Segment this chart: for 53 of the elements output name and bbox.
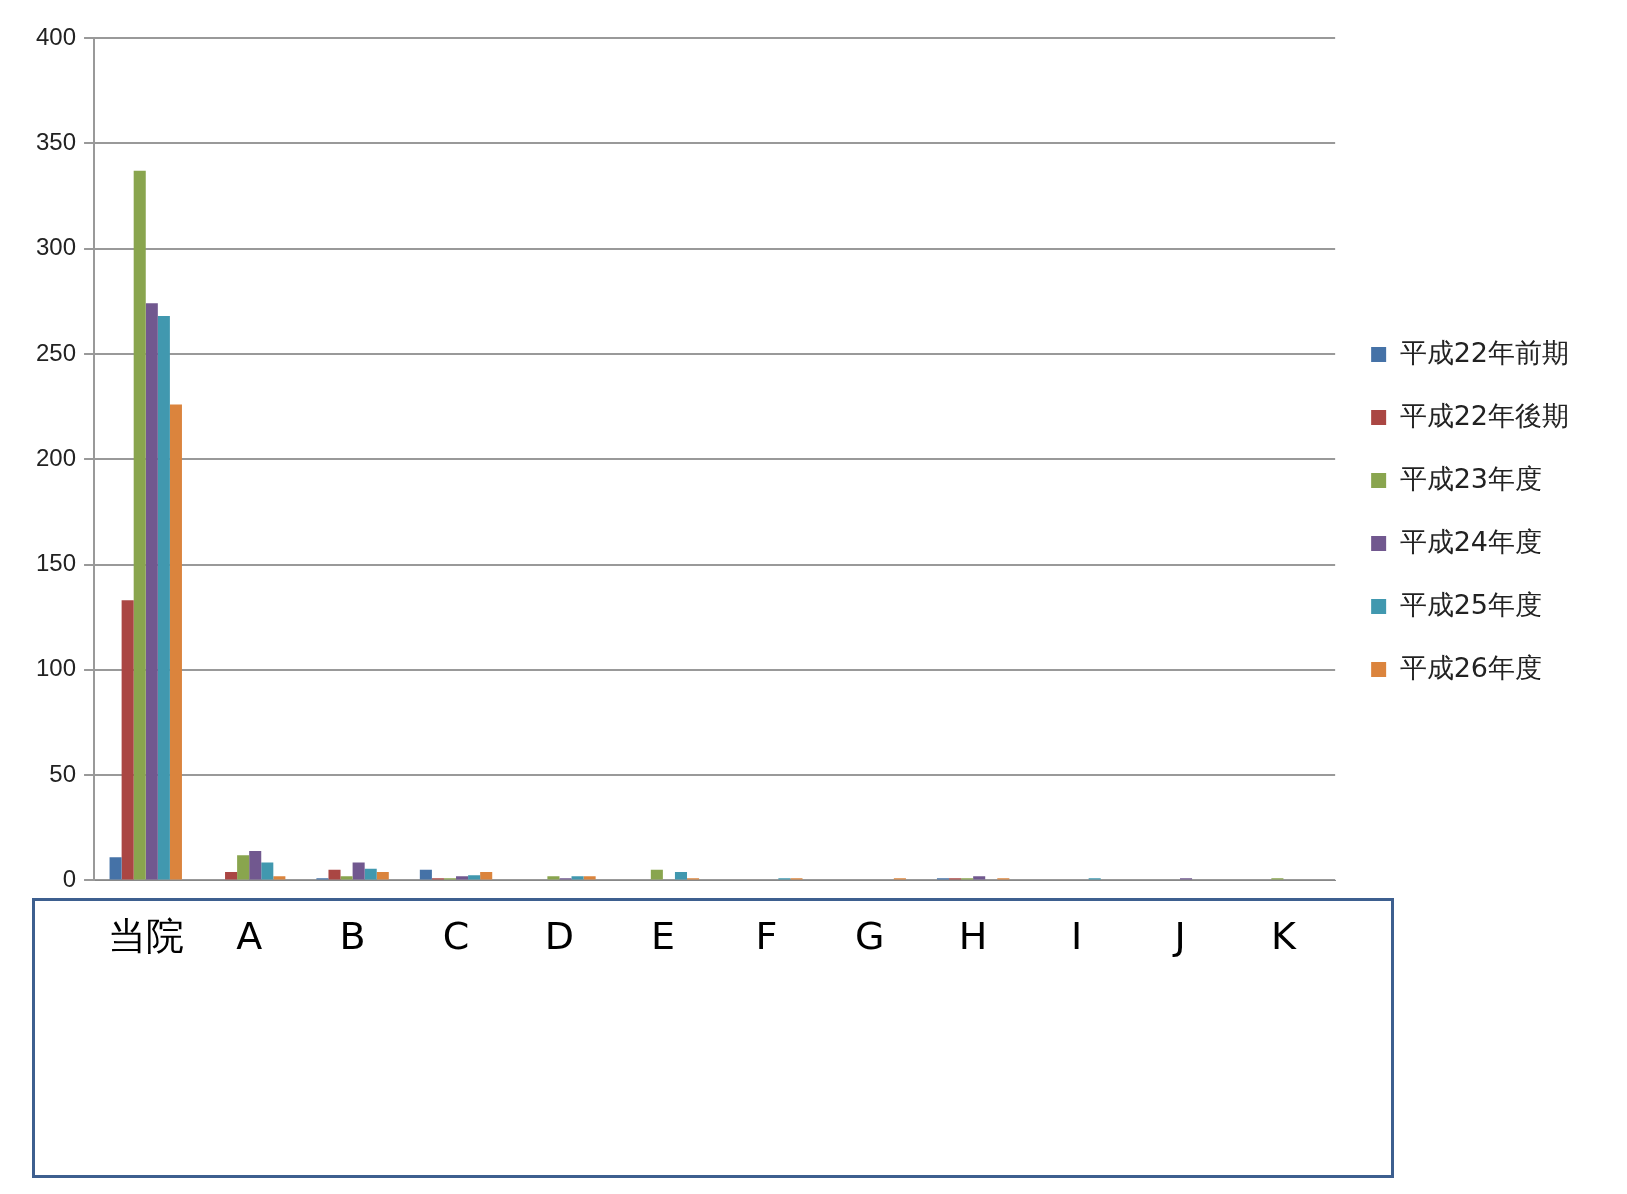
y-tick-label: 150 <box>36 549 77 577</box>
bar <box>273 876 286 880</box>
bar <box>364 868 377 880</box>
bar <box>261 862 274 880</box>
legend-label: 平成25年度 <box>1399 588 1542 620</box>
y-tick-label: 50 <box>49 759 77 787</box>
legend-label: 平成22年前期 <box>1399 336 1569 368</box>
y-tick-label: 350 <box>36 127 77 155</box>
bar <box>376 871 389 880</box>
bar <box>571 876 584 880</box>
bar <box>328 869 341 880</box>
y-tick-label: 0 <box>62 865 77 893</box>
y-tick-label: 300 <box>36 233 77 261</box>
x-tick-label: E <box>650 914 675 959</box>
bar <box>145 303 158 880</box>
bar <box>480 871 493 880</box>
bar <box>169 404 182 880</box>
bar <box>249 850 262 880</box>
bar <box>547 876 560 880</box>
bar <box>468 875 481 880</box>
x-tick-label: D <box>544 914 575 959</box>
legend-label: 平成23年度 <box>1399 462 1542 494</box>
y-tick-label: 100 <box>36 654 77 682</box>
bar <box>650 869 663 880</box>
bar <box>419 869 432 880</box>
x-tick-label: F <box>755 914 778 959</box>
bar <box>583 876 596 880</box>
bar <box>674 871 688 880</box>
x-tick-label: I <box>1070 914 1083 959</box>
bar <box>973 876 986 880</box>
x-tick-label: A <box>236 914 263 959</box>
bar <box>121 600 134 880</box>
y-tick-label: 250 <box>36 338 77 366</box>
bar <box>133 170 146 880</box>
bar <box>109 857 122 880</box>
x-tick-label: K <box>1270 914 1297 959</box>
bar <box>225 871 238 880</box>
y-tick-label: 200 <box>36 443 77 471</box>
x-tick-label: H <box>958 914 988 959</box>
x-tick-label: 当院 <box>107 914 184 959</box>
bar <box>456 876 469 880</box>
x-tick-label: J <box>1172 914 1186 959</box>
legend-label: 平成24年度 <box>1399 525 1542 557</box>
y-tick-label: 400 <box>36 22 77 50</box>
x-tick-label: C <box>442 914 470 959</box>
legend-label: 平成22年後期 <box>1399 399 1569 431</box>
x-tick-label: B <box>339 914 366 959</box>
x-tick-label: G <box>855 914 885 959</box>
bar <box>157 315 170 880</box>
bar <box>237 855 250 880</box>
bar <box>352 862 365 880</box>
bar <box>340 876 353 880</box>
legend-label: 平成26年度 <box>1399 651 1542 683</box>
